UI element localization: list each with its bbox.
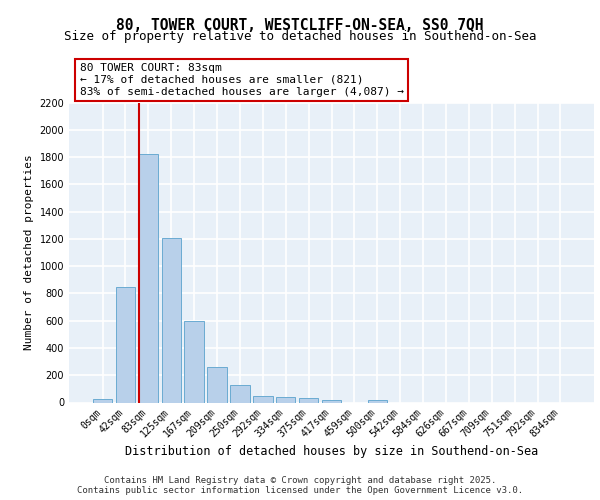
- Text: Contains HM Land Registry data © Crown copyright and database right 2025.
Contai: Contains HM Land Registry data © Crown c…: [77, 476, 523, 495]
- Bar: [253, 396, 272, 402]
- Text: 80 TOWER COURT: 83sqm
← 17% of detached houses are smaller (821)
83% of semi-det: 80 TOWER COURT: 83sqm ← 17% of detached …: [79, 64, 404, 96]
- Bar: [368, 400, 387, 402]
- Bar: [299, 398, 319, 402]
- Bar: [139, 154, 158, 402]
- Bar: [230, 385, 250, 402]
- X-axis label: Distribution of detached houses by size in Southend-on-Sea: Distribution of detached houses by size …: [125, 445, 538, 458]
- Bar: [184, 322, 204, 402]
- Bar: [93, 399, 112, 402]
- Bar: [208, 367, 227, 402]
- Text: Size of property relative to detached houses in Southend-on-Sea: Size of property relative to detached ho…: [64, 30, 536, 43]
- Y-axis label: Number of detached properties: Number of detached properties: [24, 154, 34, 350]
- Text: 80, TOWER COURT, WESTCLIFF-ON-SEA, SS0 7QH: 80, TOWER COURT, WESTCLIFF-ON-SEA, SS0 7…: [116, 18, 484, 32]
- Bar: [322, 400, 341, 402]
- Bar: [161, 238, 181, 402]
- Bar: [276, 397, 295, 402]
- Bar: [116, 288, 135, 403]
